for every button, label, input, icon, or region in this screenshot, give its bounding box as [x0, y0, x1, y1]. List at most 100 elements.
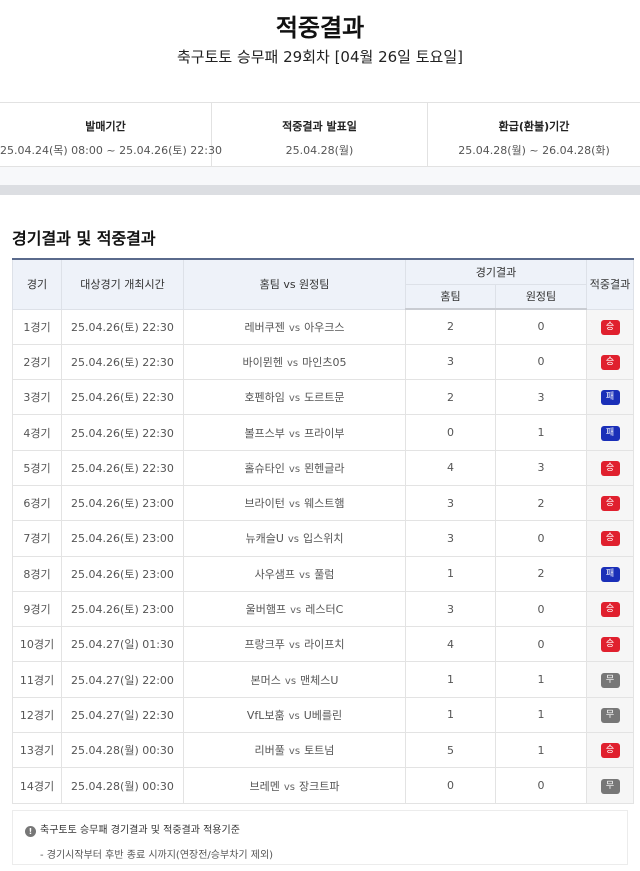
table-row: 1경기 25.04.26(토) 22:30 레버쿠젠 vs 아우크스 2 0 승 — [12, 308, 635, 345]
game-number: 7경기 — [12, 520, 62, 557]
hit-result: 승 — [586, 343, 635, 381]
home-score: 3 — [405, 343, 496, 381]
info-value: 25.04.24(목) 08:00 ~ 25.04.26(토) 22:30 — [0, 144, 222, 157]
vs-label: vs — [284, 675, 297, 687]
table-row: 7경기 25.04.26(토) 23:00 뉴캐슬U vs 입스위치 3 0 승 — [12, 520, 635, 557]
table-row: 10경기 25.04.27(일) 01:30 프랑크푸 vs 라이프치 4 0 승 — [12, 626, 635, 663]
matchup: 브라이턴 vs 웨스트햄 — [183, 484, 406, 522]
result-badge: 무 — [600, 707, 620, 723]
matchup: 레버쿠젠 vs 아우크스 — [183, 308, 406, 345]
game-number: 14경기 — [12, 767, 62, 804]
game-time: 25.04.26(토) 22:30 — [61, 308, 184, 345]
home-team: 볼프스부 — [244, 426, 285, 440]
home-team: 사우샘프 — [254, 567, 296, 581]
game-time: 25.04.26(토) 22:30 — [61, 414, 184, 451]
home-score: 1 — [405, 696, 496, 734]
matchup: 호펜하임 vs 도르트문 — [183, 379, 406, 416]
vs-label: vs — [288, 428, 301, 440]
table-row: 2경기 25.04.26(토) 22:30 바이뮌헨 vs 마인츠05 3 0 승 — [12, 343, 635, 381]
away-score: 2 — [494, 555, 588, 592]
home-team: 브라이턴 — [244, 497, 285, 511]
game-number: 9경기 — [12, 590, 62, 628]
away-team: 웨스트햄 — [304, 497, 345, 511]
home-team: 레버쿠젠 — [244, 320, 285, 334]
away-team: 입스위치 — [303, 532, 344, 546]
home-team: 바이뮌헨 — [242, 355, 283, 369]
info-value: 25.04.28(월) — [285, 144, 354, 157]
matchup: 브레멘 vs 장크트파 — [183, 767, 406, 804]
vs-label: vs — [286, 357, 299, 369]
matchup: 본머스 vs 맨체스U — [183, 661, 406, 698]
result-badge: 승 — [600, 531, 620, 547]
game-time: 25.04.26(토) 23:00 — [61, 555, 184, 592]
home-score: 4 — [405, 626, 496, 663]
info-label: 발매기간 — [85, 120, 126, 133]
result-badge: 승 — [600, 354, 620, 370]
away-team: U베를린 — [303, 708, 343, 722]
hit-result: 승 — [586, 626, 635, 663]
home-team: 프랑크푸 — [244, 638, 285, 652]
game-number: 13경기 — [12, 732, 62, 769]
home-team: 호펜하임 — [244, 391, 285, 405]
notice-text: - 경기시작부터 후반 종료 시까지(연장전/승부차기 제외) — [40, 850, 274, 861]
page-title: 적중결과 — [275, 14, 365, 42]
result-badge: 패 — [600, 425, 620, 441]
away-team: 아우크스 — [304, 320, 345, 334]
hit-result: 무 — [586, 661, 635, 698]
header-result-group: 경기결과 — [404, 258, 588, 285]
game-time: 25.04.27(일) 22:30 — [61, 696, 184, 734]
exclamation-icon: ! — [25, 826, 36, 837]
info-sale-period: 발매기간 25.04.24(목) 08:00 ~ 25.04.26(토) 22:… — [0, 103, 222, 166]
away-score: 0 — [494, 343, 588, 381]
table-row: 8경기 25.04.26(토) 23:00 사우샘프 vs 풀럼 1 2 패 — [12, 555, 635, 592]
hit-result: 승 — [586, 520, 635, 557]
result-badge: 패 — [600, 390, 620, 406]
divider — [0, 185, 640, 195]
hit-result: 승 — [586, 449, 635, 486]
game-number: 3경기 — [12, 379, 62, 416]
vs-label: vs — [299, 569, 311, 581]
away-team: 마인츠05 — [302, 355, 347, 369]
home-score: 0 — [405, 414, 496, 451]
away-score: 2 — [494, 484, 588, 522]
vs-label: vs — [288, 640, 301, 652]
home-team: 홀슈타인 — [244, 461, 285, 475]
away-team: 프라이부 — [304, 426, 345, 440]
table-row: 14경기 25.04.28(월) 00:30 브레멘 vs 장크트파 0 0 무 — [12, 767, 635, 804]
game-time: 25.04.28(월) 00:30 — [61, 732, 184, 769]
game-number: 4경기 — [12, 414, 62, 451]
matchup: 뉴캐슬U vs 입스위치 — [183, 520, 406, 557]
home-score: 2 — [405, 379, 496, 416]
home-team: VfL보훔 — [246, 708, 285, 722]
divider — [0, 167, 640, 185]
section-title: 경기결과 및 적중결과 — [12, 229, 156, 248]
result-badge: 승 — [600, 637, 620, 653]
notice-box: ! 축구토토 승무패 경기결과 및 적중결과 적용기준 - 경기시작부터 후반 종… — [12, 810, 628, 865]
game-time: 25.04.26(토) 22:30 — [61, 379, 184, 416]
away-team: 도르트문 — [304, 391, 345, 405]
header-away: 원정팀 — [494, 283, 588, 310]
away-score: 0 — [494, 520, 588, 557]
result-badge: 무 — [600, 672, 620, 688]
vs-label: vs — [288, 499, 301, 511]
table-row: 13경기 25.04.28(월) 00:30 리버풀 vs 토트넘 5 1 승 — [12, 732, 635, 769]
away-team: 묀헨글라 — [304, 461, 345, 475]
vs-label: vs — [288, 322, 301, 334]
info-announce-date: 적중결과 발표일 25.04.28(월) — [212, 103, 428, 166]
game-number: 5경기 — [12, 449, 62, 486]
info-panel: 발매기간 25.04.24(목) 08:00 ~ 25.04.26(토) 22:… — [0, 102, 640, 167]
game-number: 10경기 — [12, 626, 62, 663]
result-badge: 승 — [600, 743, 620, 759]
home-team: 리버풀 — [254, 744, 285, 758]
matchup: 홀슈타인 vs 묀헨글라 — [183, 449, 406, 486]
away-score: 0 — [494, 308, 588, 345]
home-score: 3 — [405, 484, 496, 522]
away-team: 레스터C — [305, 603, 344, 617]
game-number: 1경기 — [12, 308, 62, 345]
info-refund-period: 환급(환불)기간 25.04.28(월) ~ 26.04.28(화) — [428, 103, 640, 166]
away-score: 3 — [494, 449, 588, 486]
header-hit: 적중결과 — [586, 258, 635, 310]
game-number: 6경기 — [12, 484, 62, 522]
game-number: 2경기 — [12, 343, 62, 381]
game-time: 25.04.26(토) 23:00 — [61, 520, 184, 557]
